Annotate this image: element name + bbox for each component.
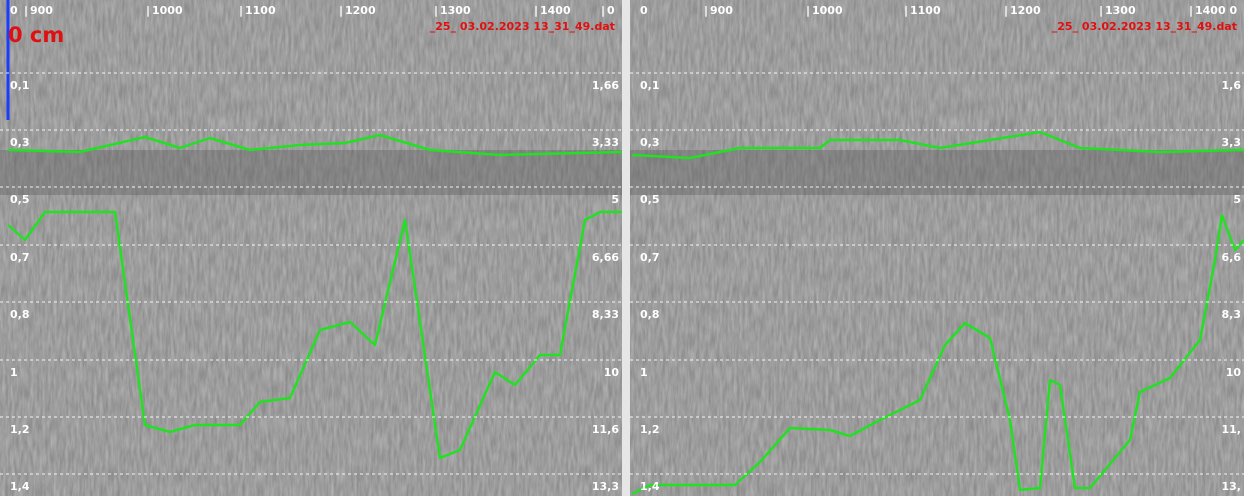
- tick-mark: |: [434, 4, 438, 17]
- distance-label: 1400: [540, 4, 571, 17]
- depth-label: 1,2: [10, 423, 30, 436]
- depth-label: 0,3: [640, 136, 660, 149]
- depth-label: 0,8: [640, 308, 660, 321]
- distance-label: 1300: [1105, 4, 1136, 17]
- labels: 0 | 900 | 1000 | 1100 | 1200 | 1300 | 1400 | 00,10,30,…: [0, 4, 1244, 493]
- radar-texture: [630, 0, 1244, 496]
- distance-label: 1000: [812, 4, 843, 17]
- left-panel: [0, 0, 622, 496]
- panel-divider: [622, 0, 630, 496]
- radar-texture: [0, 0, 622, 496]
- tick-mark: |: [339, 4, 343, 17]
- depth-label: 0,1: [10, 79, 30, 92]
- tick-mark: |: [24, 4, 28, 17]
- depth-label: 1: [10, 366, 18, 379]
- depth-label: 0,5: [640, 193, 660, 206]
- file-name: _25_ 03.02.2023 13_31_49.dat: [430, 20, 615, 33]
- time-label: 5: [1233, 193, 1241, 206]
- tick-mark: |: [904, 4, 908, 17]
- time-label: 6,6: [1222, 251, 1242, 264]
- time-label: 11,: [1222, 423, 1242, 436]
- time-label: 3,33: [592, 136, 619, 149]
- distance-label: 900: [30, 4, 53, 17]
- depth-label: 0,1: [640, 79, 660, 92]
- tick-mark: |: [1189, 4, 1193, 17]
- distance-label: 900: [710, 4, 733, 17]
- depth-label: 0,8: [10, 308, 30, 321]
- distance-label: 0: [10, 4, 18, 17]
- trace-lower: [631, 213, 1244, 496]
- time-label: 1,6: [1222, 79, 1242, 92]
- reflection-band: [0, 150, 622, 195]
- depth-label: 1,2: [640, 423, 660, 436]
- distance-label: 1100: [245, 4, 276, 17]
- trace-lower: [7, 210, 622, 460]
- time-label: 5: [611, 193, 619, 206]
- tick-mark: |: [704, 4, 708, 17]
- reflection-band: [630, 150, 1244, 195]
- tick-mark: |: [534, 4, 538, 17]
- tick-mark: |: [146, 4, 150, 17]
- tick-mark: |: [601, 4, 605, 17]
- time-label: 1,66: [592, 79, 619, 92]
- time-label: 11,6: [592, 423, 619, 436]
- tick-mark: |: [239, 4, 243, 17]
- time-label: 8,3: [1222, 308, 1242, 321]
- tick-mark: |: [806, 4, 810, 17]
- depth-label: 1,4: [10, 480, 30, 493]
- distance-label: 1200: [1010, 4, 1041, 17]
- distance-label: 1300: [440, 4, 471, 17]
- tick-mark: |: [1099, 4, 1103, 17]
- distance-label: 0: [607, 4, 615, 17]
- distance-label: 1200: [345, 4, 376, 17]
- distance-label: 1100: [910, 4, 941, 17]
- tick-mark: |: [1004, 4, 1008, 17]
- right-panel: [630, 0, 1244, 496]
- time-label: 6,66: [592, 251, 619, 264]
- distance-label: 1400 0: [1195, 4, 1237, 17]
- time-label: 13,: [1222, 480, 1242, 493]
- depth-label: 0,7: [10, 251, 30, 264]
- depth-label: 0,5: [10, 193, 30, 206]
- distance-label: 0: [640, 4, 648, 17]
- trace-upper: [631, 130, 1244, 160]
- depth-label: 1: [640, 366, 648, 379]
- time-label: 13,3: [592, 480, 619, 493]
- depth-label: 0,7: [640, 251, 660, 264]
- time-label: 3,3: [1222, 136, 1242, 149]
- time-label: 8,33: [592, 308, 619, 321]
- depth-readout: 0 cm: [8, 23, 64, 47]
- time-label: 10: [1226, 366, 1242, 379]
- trace-upper: [7, 133, 622, 157]
- distance-label: 1000: [152, 4, 183, 17]
- file-name: _25_ 03.02.2023 13_31_49.dat: [1052, 20, 1237, 33]
- depth-label: 0,3: [10, 136, 30, 149]
- time-label: 10: [604, 366, 620, 379]
- depth-label: 1,4: [640, 480, 660, 493]
